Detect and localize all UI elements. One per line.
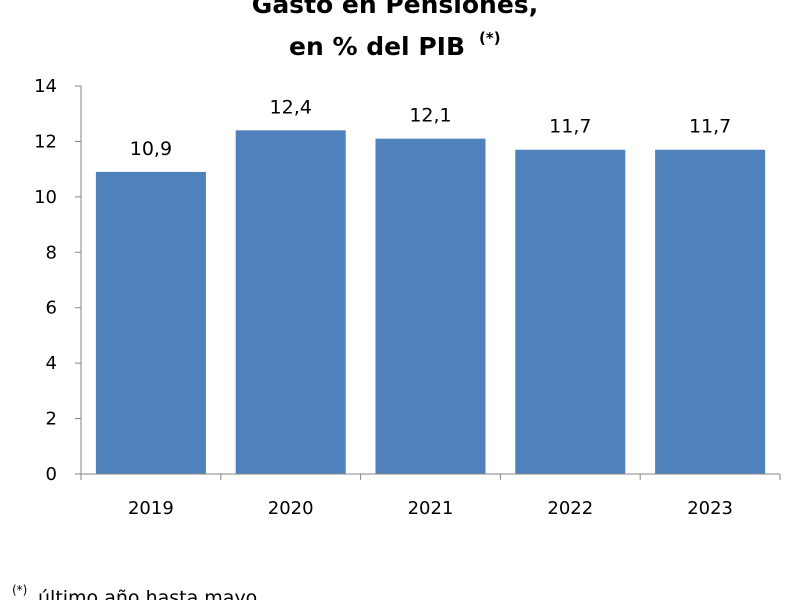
x-tick-label-2021: 2021 xyxy=(408,498,454,519)
x-axis-ticks: 2019 2020 2021 2022 2023 xyxy=(128,498,733,519)
chart-title-line1: Gasto en Pensiones, xyxy=(252,0,538,19)
value-label-2021: 12,1 xyxy=(409,105,451,127)
bar-2023 xyxy=(655,149,766,474)
chart-title-line2: en % del PIB xyxy=(289,32,465,61)
value-label-2022: 11,7 xyxy=(549,116,591,138)
y-tick-label: 12 xyxy=(34,131,57,152)
value-label-2023: 11,7 xyxy=(689,116,731,138)
x-tick-label-2019: 2019 xyxy=(128,498,174,519)
value-label-2020: 12,4 xyxy=(270,96,312,118)
y-tick-label: 14 xyxy=(34,76,57,97)
footnote: último año hasta mayo xyxy=(38,587,257,600)
y-tick-label: 0 xyxy=(46,464,57,485)
y-tick-label: 4 xyxy=(46,353,57,374)
chart-title-marker: (*) xyxy=(479,29,501,47)
y-tick-label: 8 xyxy=(46,242,57,263)
bar-2019 xyxy=(95,171,206,474)
value-labels: 10,9 12,4 12,1 11,7 11,7 xyxy=(130,96,732,160)
value-label-2019: 10,9 xyxy=(130,138,172,160)
y-tick-label: 6 xyxy=(46,298,57,319)
y-tick-label: 2 xyxy=(46,409,57,430)
x-tick-label-2022: 2022 xyxy=(547,498,593,519)
y-axis-ticks: 0 2 4 6 8 10 12 14 xyxy=(34,76,57,485)
footnote-marker: (*) xyxy=(12,583,27,597)
bars xyxy=(95,130,766,475)
bar-2021 xyxy=(375,138,486,474)
bar-2020 xyxy=(235,130,346,475)
x-tick-label-2020: 2020 xyxy=(268,498,314,519)
axes xyxy=(75,85,781,480)
y-tick-label: 10 xyxy=(34,187,57,208)
bar-2022 xyxy=(515,149,626,474)
x-tick-label-2023: 2023 xyxy=(687,498,733,519)
